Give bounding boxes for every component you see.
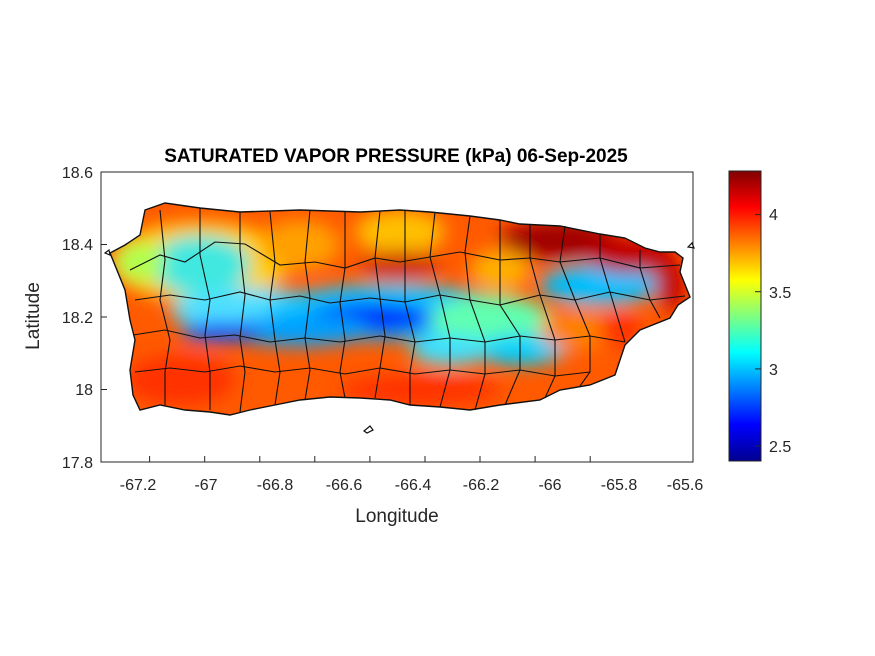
y-tick-label: 18.2 — [62, 310, 93, 327]
y-tick-label: 18.6 — [62, 165, 93, 182]
colorbar-tick-label: 2.5 — [769, 439, 791, 456]
colorbar-tick-label: 4 — [769, 207, 778, 224]
x-tick-label: -66 — [538, 477, 561, 494]
y-tick-label: 17.8 — [62, 455, 93, 472]
x-tick-label: -67 — [194, 477, 217, 494]
x-tick-labels: -67.2 -67 -66.8 -66.6 -66.4 -66.2 -66 -6… — [120, 477, 704, 494]
x-axis — [149, 456, 591, 462]
x-tick-label: -67.2 — [120, 477, 157, 494]
x-tick-label: -65.8 — [601, 477, 638, 494]
y-tick-label: 18.4 — [62, 237, 93, 254]
municipality-boundaries — [129, 208, 686, 413]
x-tick-label: -66.4 — [395, 477, 432, 494]
colorbar-tick-label: 3 — [769, 362, 778, 379]
x-tick-label: -65.6 — [667, 477, 704, 494]
y-tick-label: 18 — [75, 382, 93, 399]
x-axis-label: Longitude — [355, 506, 438, 527]
x-tick-label: -66.8 — [257, 477, 294, 494]
y-axis — [101, 171, 107, 463]
colorbar-ticks — [755, 214, 761, 447]
colorbar — [728, 170, 762, 462]
vapor-pressure-field — [110, 203, 690, 415]
y-axis-label: Latitude — [23, 282, 44, 350]
y-tick-labels: 18.6 18.4 18.2 18 17.8 — [62, 165, 93, 472]
colorbar-tick-labels: 4 3.5 3 2.5 — [769, 207, 791, 456]
small-islands — [103, 241, 695, 434]
x-tick-label: -66.2 — [463, 477, 500, 494]
chart-title: SATURATED VAPOR PRESSURE (kPa) 06-Sep-20… — [164, 146, 628, 167]
x-tick-label: -66.6 — [326, 477, 363, 494]
colorbar-tick-label: 3.5 — [769, 285, 791, 302]
